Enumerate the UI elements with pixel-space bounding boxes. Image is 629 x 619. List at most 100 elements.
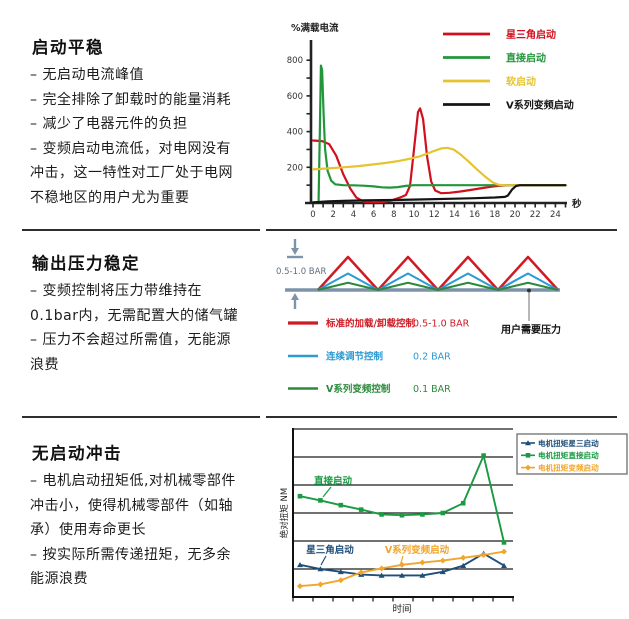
x-tick-label: 2 [330,210,335,220]
data-marker-torque-direct [420,512,425,517]
row-divider [266,416,617,418]
data-marker-torque-vfd [419,559,426,566]
section-startup-smooth: 启动平稳 – 无启动电流峰值 – 完全排除了卸载时的能量消耗 – 减少了电器元件的负… [30,34,233,210]
text-line: – 压力不会超过所需值，无能源 [30,332,231,348]
text-line: – 变频启动电流低，对电网没有 [30,140,231,157]
text-line: 浪费 [30,356,59,373]
section-body: – 无启动电流峰值 – 完全排除了卸载时的能量消耗 – 减少了电器元件的负担 – 变频… [30,63,233,210]
data-marker-torque-vfd [480,552,487,558]
text-line: 能源浪费 [30,571,88,587]
data-marker-torque-vfd [317,581,324,588]
data-marker-torque-star-delta [297,562,303,568]
y-tick-label: 200 [287,163,303,173]
series-line-soft-start [311,146,567,187]
legend-marker-torque-star-delta [525,440,531,446]
row-divider [266,229,617,231]
data-marker-torque-vfd [358,569,365,576]
demand-label: 用户需要压力 [500,323,561,336]
x-tick-label: 12 [429,210,440,220]
data-marker-torque-star-delta [317,566,324,572]
legend-label-direct-start: 直接启动 [506,51,546,64]
text-line: – 变频控制将压力带维持在 [30,283,202,299]
legend-marker-torque-direct [525,453,531,458]
annotation-label-torque-star-delta: 星三角启动 [306,544,354,556]
legend-value-continuous-regulation: 0.2 BAR [413,352,451,363]
data-marker-torque-star-delta [460,562,467,568]
y-tick-label: 800 [287,56,303,66]
legend-value-load-unload: 0.5-1.0 BAR [413,319,470,330]
legend-value-v-series-vfd-control: 0.1 BAR [413,384,451,395]
x-tick-label: 20 [510,210,521,220]
legend-label-star-delta: 星三角启动 [506,28,556,41]
x-tick-label: 24 [550,210,561,220]
band-wave-load-unload [497,255,559,291]
data-marker-torque-direct [379,512,384,517]
data-marker-torque-direct [318,498,323,503]
annotation-leader-torque-direct [322,486,332,498]
legend-label-torque-star-delta: 电机扭矩星三启动 [538,438,599,448]
annotation-leader-torque-vfd [399,555,404,567]
text-line: 冲击小，使得机械零部件（如轴 [30,497,233,514]
x-tick-label: 22 [530,210,541,220]
band-wave-continuous-regulation [497,272,559,291]
legend-label-torque-direct: 电机扭矩直接启动 [538,450,599,460]
text-line: – 完全排除了卸载时的能量消耗 [30,91,231,108]
annotation-leader-torque-star-delta [320,555,327,566]
band-wave-load-unload [437,255,499,291]
data-marker-torque-direct [460,500,466,506]
data-marker-torque-direct [481,453,486,458]
band-wave-v-series-vfd-control [377,281,439,292]
section-title: 输出压力稳定 [32,254,140,273]
data-marker-torque-direct [338,502,344,508]
data-marker-torque-vfd [337,577,344,584]
band-wave-continuous-regulation [317,272,379,291]
demand-pointer-dot [527,288,531,293]
series-line-torque-direct [299,454,505,543]
y-tick-label: 400 [287,128,303,138]
x-tick-label: 8 [391,210,396,220]
section-body: – 电机启动扭矩低,对机械零部件 冲击小，使得机械零部件（如轴 承）使用寿命更长 – … [30,469,236,592]
row-divider [22,229,260,231]
down-arrow-icon [291,248,299,255]
band-wave-load-unload [377,255,439,291]
band-wave-continuous-regulation [437,272,499,291]
data-marker-torque-star-delta [439,569,446,575]
data-marker-torque-vfd [439,557,446,564]
y-tick-label: 600 [287,92,303,102]
text-line: 不稳地区的用户尤为重要 [30,189,190,206]
text-line: – 无启动电流峰值 [30,67,144,83]
x-tick-label: 14 [449,210,460,220]
legend-marker-torque-vfd [525,464,531,471]
band-wave-continuous-regulation [377,272,439,291]
text-line: 冲击，这一特性对工厂处于电网 [30,165,233,181]
band-wave-v-series-vfd-control [317,281,379,292]
x-axis-unit-label: 秒 [572,198,582,210]
band-range-label: 0.5-1.0 BAR [276,267,326,277]
series-line-direct-start [317,64,567,202]
text-line: – 电机启动扭矩低,对机械零部件 [30,473,236,489]
legend-label-continuous-regulation: 连续调节控制 [326,351,384,363]
data-marker-torque-star-delta [378,572,385,578]
section-body: – 变频控制将压力带维持在 0.1bar内，无需配置大的储气罐 – 压力不会超过所需… [30,279,238,377]
up-arrow-icon [291,293,299,300]
band-wave-load-unload [317,255,379,291]
data-marker-torque-direct [501,540,507,545]
data-marker-torque-star-delta [501,562,507,568]
legend-label-v-series-vfd-control: V系列变频控制 [326,383,391,395]
legend-label-load-unload: 标准的加载/卸载控制 [325,318,415,330]
y-axis-title: 绝对扭矩 NM [279,488,290,538]
section-pressure-stable: 输出压力稳定 – 变频控制将压力带维持在 0.1bar内，无需配置大的储气罐 – 压… [30,250,238,377]
data-marker-torque-vfd [460,554,467,561]
legend-label-torque-vfd: 电机扭矩变频启动 [538,462,599,472]
x-tick-label: 10 [409,210,420,220]
text-line: 承）使用寿命更长 [30,522,146,538]
data-marker-torque-vfd [501,548,507,555]
text-line: – 减少了电器元件的负担 [30,116,188,132]
data-marker-torque-direct [399,512,405,518]
section-title: 无启动冲击 [32,444,122,463]
data-marker-torque-direct [297,493,303,499]
